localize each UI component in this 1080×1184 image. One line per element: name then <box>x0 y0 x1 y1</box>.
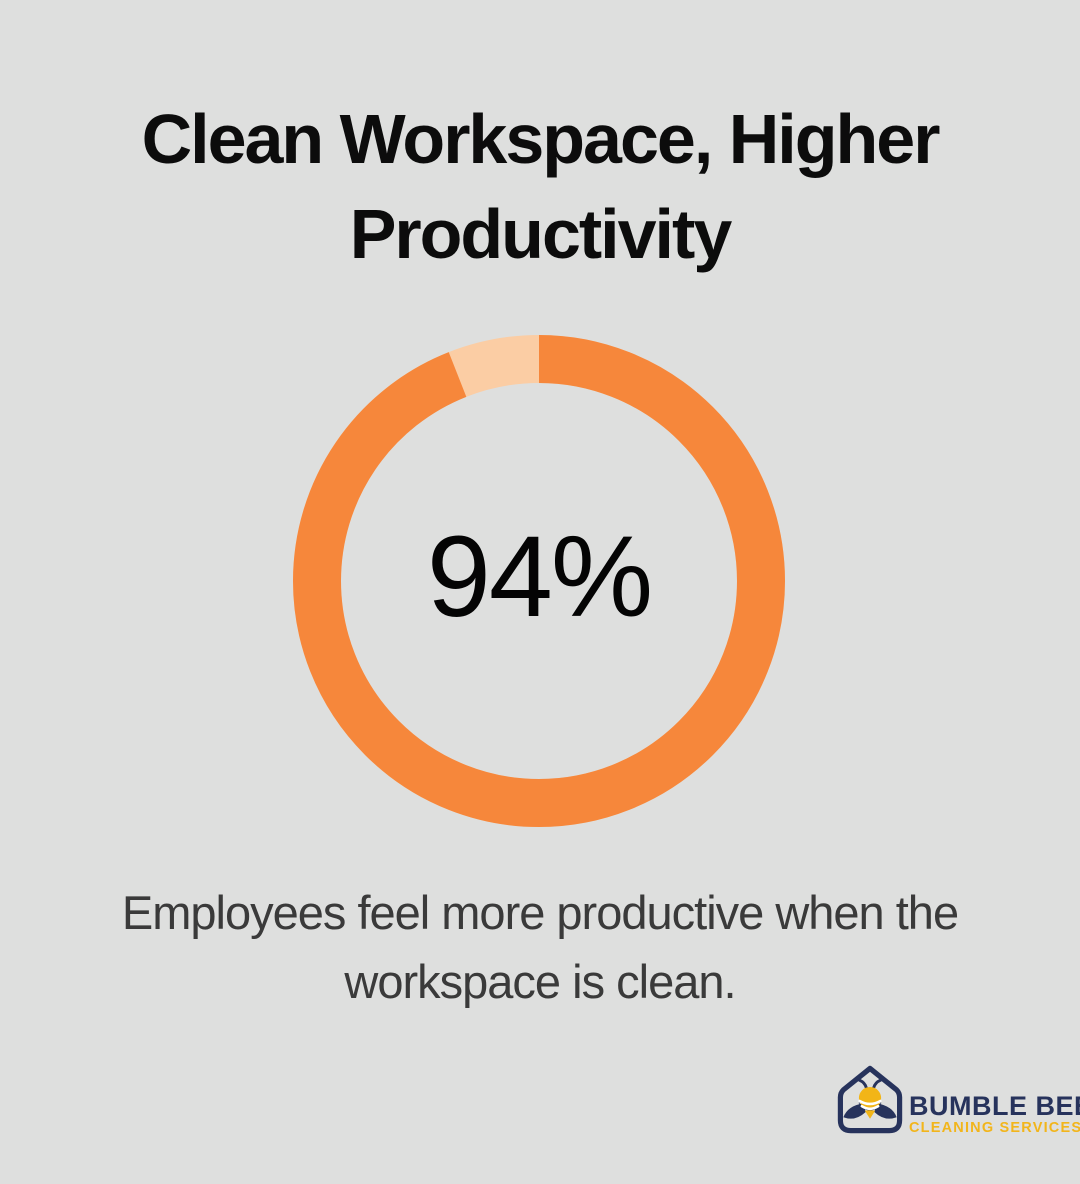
brand-name: BUMBLE BEE <box>909 1090 1080 1121</box>
brand-tagline: CLEANING SERVICES <box>909 1119 1080 1136</box>
bee-in-house-icon <box>837 1065 903 1134</box>
donut-center-value: 94% <box>426 513 653 641</box>
donut-segment-main <box>293 335 785 827</box>
page-title: Clean Workspace, Higher Productivity <box>0 92 1080 282</box>
bee-antenna-right <box>872 1078 882 1090</box>
bee-stripe-2 <box>860 1104 880 1111</box>
page-title-line2: Productivity <box>349 195 733 273</box>
donut-chart: 94% <box>289 331 789 831</box>
house-outline <box>837 1065 903 1134</box>
page-title-line1: Clean Workspace, Higher <box>141 100 941 178</box>
subtitle-line1: Employees feel more productive when the <box>121 886 959 939</box>
bee-wing-left <box>843 1103 866 1119</box>
subtitle: Employees feel more productive when the … <box>0 878 1080 1016</box>
bee-wing-right <box>874 1103 897 1119</box>
bee-antenna-left <box>858 1078 868 1090</box>
bee-tail <box>864 1110 876 1119</box>
subtitle-line2: workspace is clean. <box>344 955 736 1008</box>
bee-stripe-1 <box>858 1099 882 1106</box>
brand-logo-text: BUMBLE BEE CLEANING SERVICES <box>909 1092 1080 1137</box>
donut-chart-svg <box>293 335 785 827</box>
brand-logo: BUMBLE BEE CLEANING SERVICES <box>833 1062 1080 1140</box>
